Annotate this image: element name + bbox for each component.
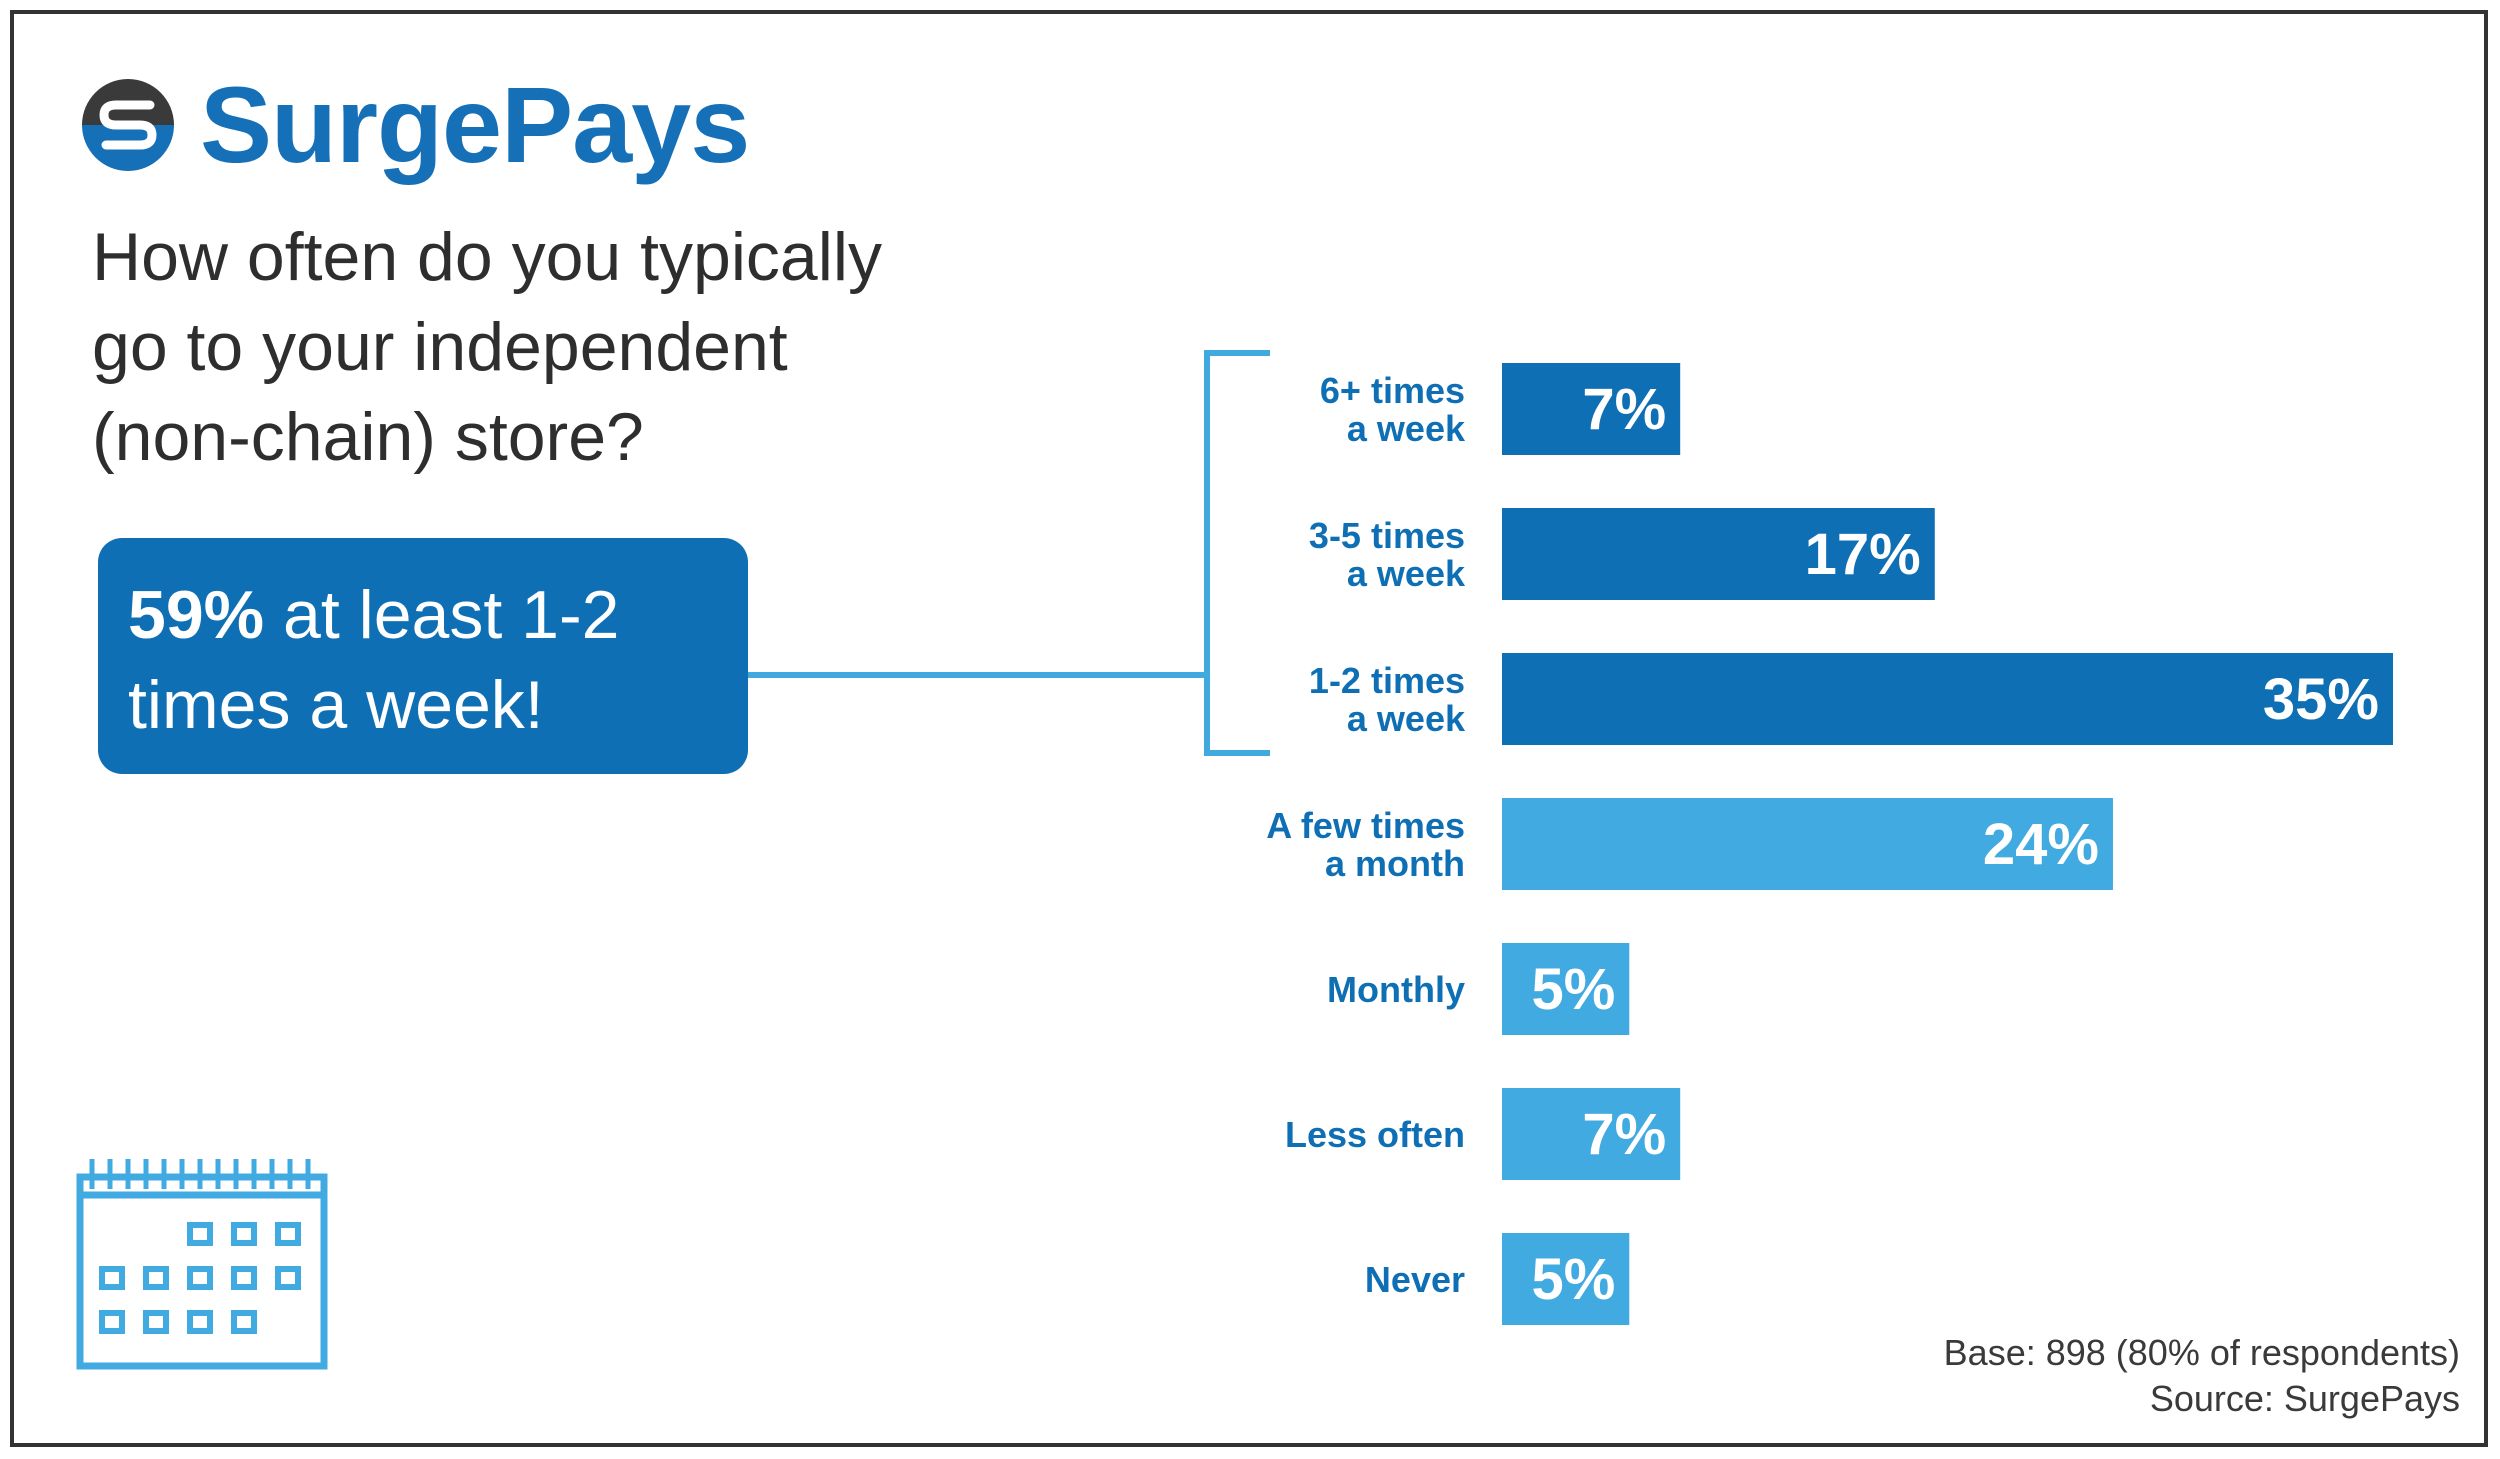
callout-text: at least 1-2	[264, 577, 620, 653]
category-label-line: a month	[1325, 843, 1465, 884]
bar-4	[1502, 943, 1630, 1035]
brand-name: SurgePays	[200, 64, 750, 185]
category-label-line: Monthly	[1327, 969, 1465, 1010]
bar-5	[1502, 1088, 1681, 1180]
bar-1	[1502, 508, 1935, 600]
callout-connector-line	[748, 672, 1208, 678]
category-label-line: 3-5 times	[1309, 515, 1465, 556]
category-label-1: 3-5 times a week	[1309, 515, 1466, 594]
highlight-callout: 59% at least 1-2 times a week!	[98, 538, 748, 774]
bar-3	[1502, 798, 2113, 890]
infographic-frame	[10, 10, 2488, 1447]
category-label-line: A few times	[1266, 805, 1465, 846]
category-label-line: a week	[1347, 553, 1466, 594]
callout-percent: 59%	[128, 577, 265, 653]
category-label-line: a week	[1347, 698, 1466, 739]
category-label-line: 1-2 times	[1309, 660, 1465, 701]
brand-header: SurgePays	[78, 64, 750, 185]
callout-line-2: times a week!	[128, 667, 544, 743]
surgepays-s-logo-icon	[82, 79, 174, 171]
bracket-top-tick	[1204, 350, 1270, 356]
calendar-icon	[76, 1159, 328, 1370]
bar-0	[1502, 363, 1681, 455]
bracket-vertical	[1204, 350, 1210, 756]
question-line-1: How often do you typically	[92, 219, 882, 295]
category-label-line: 6+ times	[1320, 370, 1465, 411]
bar-value-label-4: 5%	[1531, 957, 1615, 1022]
category-label-4: Monthly	[1327, 969, 1465, 1010]
footnote-source: Source: SurgePays	[2149, 1378, 2460, 1419]
footnote-base: Base: 898 (80% of respondents)	[1943, 1332, 2460, 1373]
category-label-line: a week	[1347, 408, 1466, 449]
bar-value-label-2: 35%	[2263, 667, 2379, 732]
chart-footnote: Base: 898 (80% of respondents) Source: S…	[1944, 1330, 2460, 1422]
category-label-line: Never	[1365, 1259, 1465, 1300]
category-label-2: 1-2 times a week	[1309, 660, 1466, 739]
category-label-3: A few times a month	[1266, 805, 1465, 884]
bar-value-label-3: 24%	[1983, 812, 2099, 877]
category-label-5: Less often	[1285, 1114, 1465, 1155]
callout-line-1: 59% at least 1-2	[128, 570, 718, 660]
bar-value-label-5: 7%	[1582, 1102, 1666, 1167]
question-line-3: (non-chain) store?	[92, 399, 644, 475]
question-title: How often do you typically go to your in…	[92, 212, 1072, 482]
category-label-0: 6+ times a week	[1320, 370, 1466, 449]
question-line-2: go to your independent	[92, 309, 788, 385]
bar-6	[1502, 1233, 1630, 1325]
bar-2	[1502, 653, 2393, 745]
bracket-bottom-tick	[1204, 750, 1270, 756]
bar-value-label-6: 5%	[1531, 1247, 1615, 1312]
category-label-6: Never	[1365, 1259, 1465, 1300]
category-label-line: Less often	[1285, 1114, 1465, 1155]
bar-value-label-0: 7%	[1582, 377, 1666, 442]
bar-value-label-1: 17%	[1805, 522, 1921, 587]
